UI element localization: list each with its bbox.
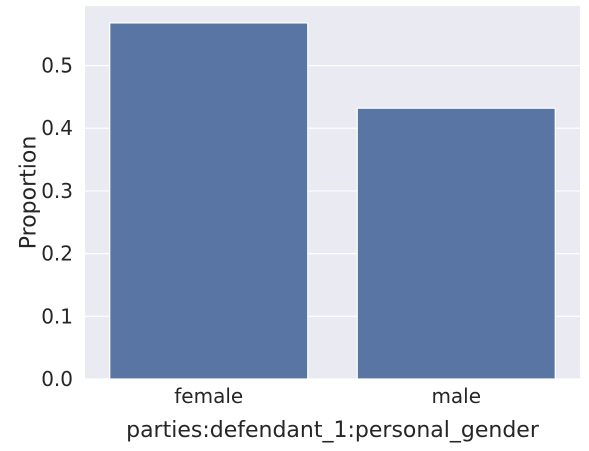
bar-female xyxy=(110,23,308,379)
y-tick-label: 0.4 xyxy=(41,116,73,140)
y-tick-label: 0.3 xyxy=(41,179,73,203)
bar-male xyxy=(357,108,555,379)
y-tick-label: 0.5 xyxy=(41,54,73,78)
y-axis-label: Proportion xyxy=(17,136,42,250)
y-tick-labels: 0.0 0.1 0.2 0.3 0.4 0.5 xyxy=(41,54,73,391)
x-tick-labels: female male xyxy=(174,384,481,408)
y-tick-label: 0.2 xyxy=(41,242,73,266)
x-tick-label-female: female xyxy=(174,384,243,408)
y-tick-label: 0.0 xyxy=(41,367,73,391)
x-tick-label-male: male xyxy=(431,384,481,408)
y-tick-label: 0.1 xyxy=(41,304,73,328)
x-axis-label: parties:defendant_1:personal_gender xyxy=(126,418,540,443)
